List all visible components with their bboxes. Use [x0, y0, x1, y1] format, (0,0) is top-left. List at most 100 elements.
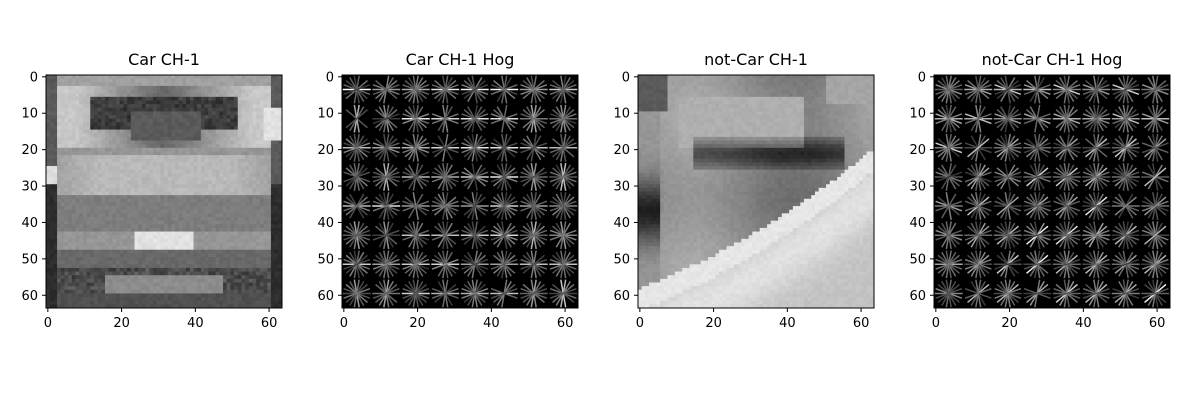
pixel	[223, 82, 228, 87]
pixel	[57, 158, 62, 163]
pixel	[130, 300, 135, 305]
pixel	[156, 213, 161, 218]
pixel	[141, 246, 146, 251]
pixel	[57, 107, 62, 112]
pixel	[79, 297, 84, 302]
pixel	[219, 107, 224, 112]
pixel	[189, 278, 194, 283]
pixel	[278, 136, 283, 141]
pixel	[189, 213, 194, 218]
pixel	[68, 235, 73, 240]
pixel	[252, 249, 257, 254]
pixel	[108, 289, 113, 294]
pixel	[112, 151, 117, 156]
pixel	[64, 264, 69, 269]
pixel	[178, 118, 183, 123]
pixel	[93, 125, 99, 131]
pixel	[263, 242, 268, 247]
pixel	[156, 85, 161, 90]
pixel	[112, 122, 117, 127]
pixel	[64, 216, 69, 222]
pixel	[237, 293, 242, 298]
pixel	[237, 220, 242, 225]
pixel	[145, 115, 150, 120]
pixel	[189, 275, 194, 280]
pixel	[90, 300, 95, 305]
pixel	[86, 300, 91, 305]
pixel	[71, 162, 76, 167]
pixel	[127, 253, 132, 258]
pixel	[848, 82, 853, 87]
hog-stroke	[549, 258, 577, 270]
pixel	[134, 267, 139, 272]
pixel	[93, 140, 99, 145]
pixel	[189, 82, 194, 87]
pixel	[101, 195, 106, 200]
pixel	[97, 100, 102, 105]
pixel	[64, 180, 69, 185]
pixel	[241, 82, 246, 87]
pixel	[756, 78, 761, 83]
pixel	[138, 169, 143, 174]
pixel	[46, 286, 51, 291]
pixel	[82, 275, 87, 280]
pixel	[101, 260, 106, 265]
pixel	[223, 115, 228, 120]
pixel	[208, 238, 213, 243]
pixel	[145, 122, 150, 127]
pixel	[141, 293, 146, 298]
pixel	[230, 224, 235, 229]
pixel	[90, 78, 95, 83]
pixel	[68, 300, 73, 305]
pixel	[189, 151, 194, 156]
pixel	[152, 209, 158, 214]
pixel	[848, 78, 853, 83]
pixel	[178, 122, 183, 127]
pixel	[145, 125, 150, 131]
pixel	[138, 293, 143, 298]
pixel	[152, 162, 158, 167]
pixel	[267, 300, 272, 305]
pixel	[193, 89, 198, 94]
pixel	[678, 85, 683, 90]
pixel	[741, 78, 746, 83]
pixel	[116, 246, 121, 251]
pixel	[79, 151, 84, 156]
pixel	[101, 133, 106, 138]
pixel	[123, 162, 128, 167]
pixel	[164, 176, 169, 181]
pixel	[237, 176, 242, 181]
pixel	[79, 187, 84, 192]
pixel	[200, 249, 205, 254]
pixel	[693, 85, 698, 90]
pixel	[259, 224, 264, 229]
pixel	[57, 115, 62, 120]
pixel	[215, 151, 220, 156]
pixel	[138, 162, 143, 167]
pixel	[256, 231, 261, 236]
pixel	[156, 111, 161, 116]
pixel	[803, 82, 809, 87]
pixel	[127, 100, 132, 105]
pixel	[182, 267, 187, 272]
pixel	[851, 78, 856, 83]
pixel	[97, 278, 102, 283]
pixel	[245, 278, 250, 283]
pixel	[68, 166, 73, 171]
pixel	[60, 271, 65, 276]
pixel	[116, 151, 121, 156]
pixel	[64, 278, 69, 283]
pixel	[241, 253, 246, 258]
pixel	[189, 227, 194, 232]
pixel	[263, 180, 268, 185]
pixel	[248, 198, 253, 203]
pixel	[230, 180, 235, 185]
pixel	[837, 82, 842, 87]
pixel	[252, 173, 257, 178]
pixel	[744, 89, 750, 94]
pixel	[215, 264, 220, 269]
pixel	[219, 271, 224, 276]
pixel	[68, 209, 73, 214]
pixel	[149, 300, 154, 305]
pixel	[53, 206, 58, 211]
